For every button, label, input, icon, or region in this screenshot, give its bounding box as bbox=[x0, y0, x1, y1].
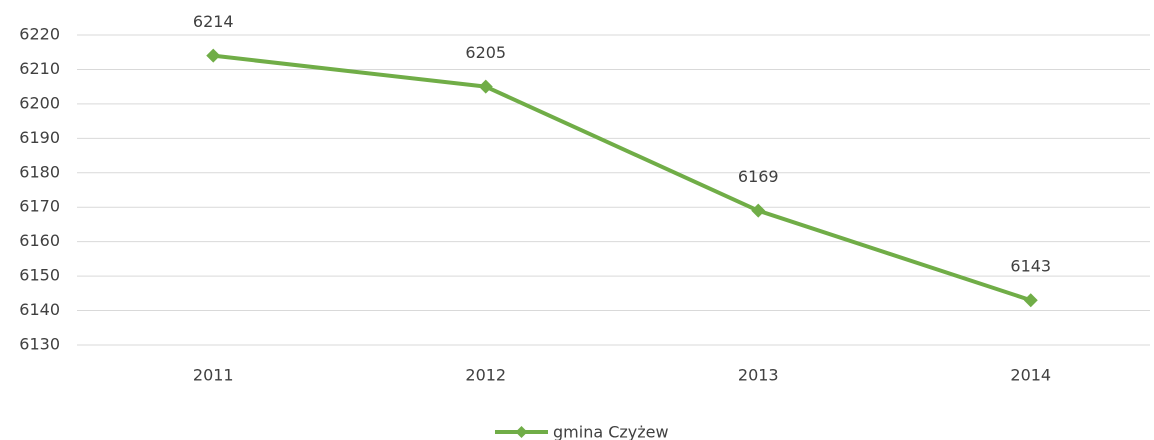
x-tick-label: 2012 bbox=[465, 366, 506, 385]
y-tick-label: 6180 bbox=[19, 162, 60, 181]
legend-label: gmina Czyżew bbox=[553, 423, 669, 440]
data-point bbox=[1023, 293, 1038, 308]
x-tick-label: 2014 bbox=[1010, 366, 1051, 385]
data-label: 6143 bbox=[1010, 257, 1051, 276]
data-label: 6214 bbox=[193, 12, 234, 31]
y-tick-label: 6190 bbox=[19, 128, 60, 147]
x-tick-label: 2011 bbox=[193, 366, 234, 385]
y-tick-label: 6130 bbox=[19, 335, 60, 354]
series-line bbox=[213, 53, 1032, 303]
data-point bbox=[478, 79, 493, 94]
data-point bbox=[751, 203, 766, 218]
data-point bbox=[206, 48, 221, 63]
y-tick-label: 6140 bbox=[19, 300, 60, 319]
y-tick-label: 6200 bbox=[19, 93, 60, 112]
y-tick-label: 6150 bbox=[19, 266, 60, 285]
x-tick-label: 2013 bbox=[738, 366, 779, 385]
y-tick-label: 6220 bbox=[19, 25, 60, 44]
data-label: 6169 bbox=[738, 167, 779, 186]
y-tick-label: 6170 bbox=[19, 197, 60, 216]
legend-marker bbox=[515, 426, 528, 438]
y-tick-label: 6210 bbox=[19, 59, 60, 78]
y-tick-label: 6160 bbox=[19, 231, 60, 250]
data-label: 6205 bbox=[465, 43, 506, 62]
